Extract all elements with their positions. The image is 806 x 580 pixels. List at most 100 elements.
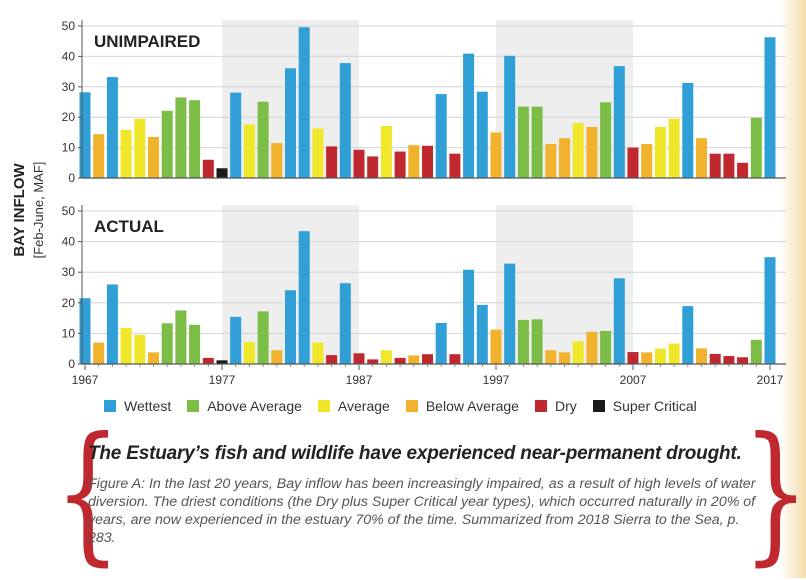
bar bbox=[257, 101, 269, 178]
bar bbox=[202, 159, 214, 178]
bar bbox=[490, 132, 502, 178]
bar bbox=[408, 145, 420, 178]
bar bbox=[613, 278, 625, 364]
bar bbox=[476, 91, 488, 178]
legend-label: Above Average bbox=[207, 398, 302, 414]
y-tick-label: 50 bbox=[62, 204, 76, 218]
bar bbox=[326, 146, 338, 178]
bar bbox=[559, 138, 570, 178]
bar bbox=[312, 128, 324, 178]
legend-swatch bbox=[187, 400, 200, 412]
bar bbox=[737, 162, 749, 178]
bar bbox=[93, 342, 105, 364]
bar bbox=[202, 357, 214, 364]
bar bbox=[257, 311, 269, 364]
bar bbox=[504, 55, 516, 178]
legend-item: Above Average bbox=[187, 398, 302, 414]
y-axis-sublabel: [Feb-June, MAF] bbox=[31, 162, 46, 259]
legend-swatch bbox=[534, 400, 547, 412]
x-tick-label: 1967 bbox=[72, 373, 99, 387]
x-tick-label: 2007 bbox=[620, 373, 647, 387]
x-tick-label: 1997 bbox=[483, 373, 510, 387]
bar bbox=[216, 168, 228, 178]
bar bbox=[285, 290, 296, 364]
bar bbox=[696, 138, 707, 178]
shaded-band bbox=[496, 205, 633, 364]
bar bbox=[545, 143, 557, 178]
bar bbox=[271, 143, 283, 178]
bar bbox=[668, 118, 680, 178]
bar bbox=[764, 37, 776, 178]
right-brace-decoration: } bbox=[742, 406, 806, 580]
y-tick-label: 40 bbox=[62, 235, 76, 249]
bar bbox=[408, 355, 420, 364]
bar bbox=[353, 149, 365, 178]
y-tick-label: 0 bbox=[68, 357, 75, 371]
left-brace-decoration: { bbox=[54, 406, 122, 580]
bar bbox=[517, 106, 529, 178]
bar bbox=[586, 126, 598, 178]
y-tick-label: 0 bbox=[68, 171, 75, 185]
legend-item: Wettest bbox=[104, 398, 171, 414]
y-tick-label: 20 bbox=[62, 110, 76, 124]
y-tick-label: 20 bbox=[62, 296, 76, 310]
bar bbox=[504, 263, 516, 364]
bar bbox=[380, 126, 392, 178]
bar bbox=[326, 355, 338, 364]
figure-caption: Figure A: In the last 20 years, Bay infl… bbox=[88, 476, 756, 546]
bar bbox=[230, 316, 242, 364]
bar bbox=[654, 126, 666, 178]
bar bbox=[490, 329, 502, 364]
panel-title: ACTUAL bbox=[94, 217, 164, 236]
headline: The Estuary’s fish and wildlife have exp… bbox=[88, 443, 742, 464]
bar bbox=[682, 306, 694, 364]
legend-swatch bbox=[405, 400, 418, 412]
bar bbox=[682, 82, 694, 178]
bar bbox=[339, 63, 351, 179]
legend-label: Average bbox=[337, 398, 390, 414]
bar bbox=[175, 97, 187, 178]
x-tick-label: 2017 bbox=[757, 373, 784, 387]
legend-label: Below Average bbox=[425, 398, 519, 414]
bar bbox=[148, 136, 159, 178]
bar bbox=[422, 354, 433, 364]
legend-swatch bbox=[317, 400, 330, 412]
bar bbox=[531, 106, 543, 178]
bar bbox=[106, 284, 118, 364]
y-axis-label: BAY INFLOW bbox=[11, 162, 28, 256]
bar bbox=[394, 357, 406, 364]
bar bbox=[285, 68, 296, 178]
bar bbox=[422, 145, 433, 178]
bar bbox=[312, 342, 324, 364]
bar bbox=[463, 269, 475, 364]
bar bbox=[380, 350, 392, 364]
x-tick-label: 1987 bbox=[346, 373, 373, 387]
bar bbox=[668, 343, 680, 364]
legend-label: Wettest bbox=[124, 398, 172, 414]
bar bbox=[93, 134, 105, 178]
bar bbox=[545, 350, 557, 364]
bar bbox=[476, 304, 488, 364]
bar bbox=[750, 339, 762, 364]
bar bbox=[572, 122, 584, 178]
bar bbox=[175, 310, 187, 364]
bar bbox=[298, 27, 310, 178]
bar bbox=[449, 153, 461, 178]
bar bbox=[134, 334, 146, 364]
bar bbox=[367, 156, 379, 178]
bar bbox=[148, 352, 159, 364]
bar bbox=[120, 327, 132, 364]
bar bbox=[243, 341, 255, 364]
bar bbox=[298, 231, 310, 364]
bar bbox=[723, 356, 735, 364]
bar bbox=[559, 352, 570, 364]
bar bbox=[243, 124, 255, 178]
bar bbox=[463, 53, 475, 178]
y-tick-label: 10 bbox=[62, 326, 76, 340]
bar bbox=[572, 341, 584, 364]
legend-item: Below Average bbox=[405, 398, 519, 414]
legend-label: Dry bbox=[554, 398, 577, 414]
bar bbox=[517, 319, 529, 364]
y-tick-label: 30 bbox=[62, 80, 76, 94]
legend-swatch bbox=[592, 400, 605, 412]
